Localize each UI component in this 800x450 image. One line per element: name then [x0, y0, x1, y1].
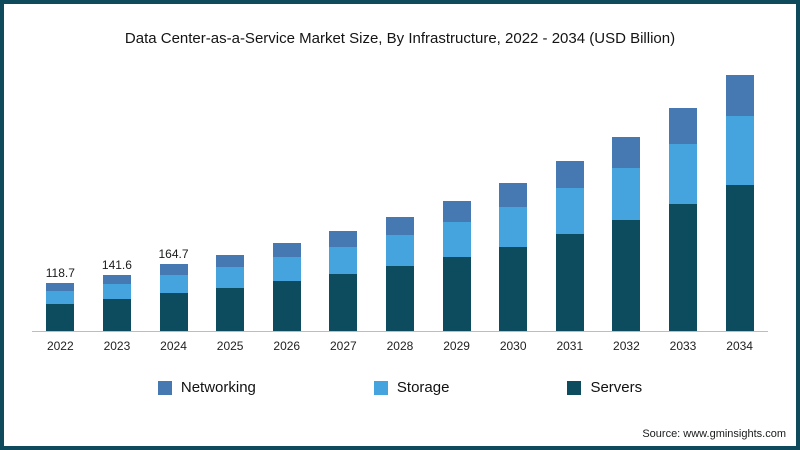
bar-segment-servers	[669, 204, 697, 331]
networking-swatch-icon	[157, 380, 172, 395]
bar-segment-storage	[669, 144, 697, 204]
stacked-bar	[385, 217, 414, 331]
bar-column: 164.7	[145, 69, 202, 331]
bar-segment-networking	[442, 201, 471, 222]
bar-segment-storage	[612, 168, 641, 220]
x-axis-tick-label: 2033	[669, 339, 697, 353]
bar-segment-servers	[329, 274, 358, 331]
bar-segment-networking	[669, 108, 697, 144]
bar-segment-storage	[102, 284, 131, 299]
bar-column: 141.6	[89, 69, 146, 331]
bar-column	[711, 69, 768, 331]
stacked-bar	[499, 183, 528, 331]
x-axis-tick-label: 2031	[556, 339, 584, 353]
stacked-bar	[46, 283, 75, 331]
bar-segment-networking	[216, 255, 245, 267]
legend-item-storage: Storage	[373, 379, 450, 396]
bar-segment-storage	[442, 222, 471, 257]
bar-segment-storage	[499, 207, 528, 247]
bar-segment-networking	[385, 217, 414, 235]
bar-segment-servers	[46, 304, 75, 331]
bar-column	[258, 69, 315, 331]
stacked-bar	[159, 264, 188, 331]
stacked-bar	[555, 161, 584, 331]
bar-column	[598, 69, 655, 331]
bar-segment-servers	[612, 220, 641, 331]
plot-area: 118.7 141.6 164.7	[32, 69, 768, 332]
bar-column	[202, 69, 259, 331]
storage-swatch-icon	[373, 380, 388, 395]
bar-column	[315, 69, 372, 331]
bar-segment-networking	[272, 243, 301, 257]
stacked-bar	[612, 137, 641, 331]
bar-value-label: 164.7	[158, 247, 189, 261]
bar-segment-networking	[612, 137, 641, 168]
bar-segment-storage	[555, 188, 584, 234]
bar-column	[541, 69, 598, 331]
bar-column	[372, 69, 429, 331]
bar-segment-servers	[272, 281, 301, 331]
servers-swatch-icon	[567, 380, 582, 395]
stacked-bar	[442, 201, 471, 331]
x-axis: 2022 2023 2024 2025 2026 2027 2028 2029 2030 2031…	[32, 332, 768, 353]
bar-segment-servers	[385, 266, 414, 331]
bar-segment-networking	[499, 183, 528, 207]
bar-segment-servers	[725, 185, 754, 331]
bar-value-label: 118.7	[45, 266, 75, 280]
x-axis-tick-label: 2034	[726, 339, 753, 353]
stacked-bar	[725, 75, 754, 331]
bar-column	[485, 69, 542, 331]
source-attribution: Source: www.gminsights.com	[642, 428, 786, 440]
x-axis-tick-label: 2022	[46, 339, 74, 353]
bar-segment-storage	[216, 267, 245, 288]
stacked-bar	[102, 275, 131, 331]
bar-segment-servers	[555, 234, 584, 331]
x-axis-tick-label: 2026	[273, 339, 301, 353]
bar-segment-networking	[102, 275, 131, 284]
bar-segment-servers	[159, 293, 188, 331]
x-axis-tick-label: 2028	[386, 339, 414, 353]
chart-title: Data Center-as-a-Service Market Size, By…	[124, 30, 676, 47]
legend-item-networking: Networking	[157, 379, 256, 396]
legend-label-servers: Servers	[590, 379, 643, 396]
stacked-bar	[329, 231, 358, 331]
x-axis-tick-label: 2030	[499, 339, 527, 353]
bar-segment-servers	[102, 299, 131, 331]
stacked-bar	[216, 255, 245, 331]
bar-value-label: 141.6	[101, 258, 132, 272]
bar-segment-storage	[46, 291, 75, 304]
bar-segment-storage	[159, 275, 188, 293]
stacked-bar	[669, 108, 697, 331]
bar-segment-storage	[329, 247, 358, 274]
bar-segment-networking	[555, 161, 584, 188]
x-axis-tick-label: 2029	[443, 339, 470, 353]
bar-segment-networking	[46, 283, 75, 291]
bar-segment-networking	[725, 75, 754, 116]
bar-segment-storage	[725, 116, 754, 185]
x-axis-tick-label: 2023	[103, 339, 131, 353]
legend-item-servers: Servers	[567, 379, 642, 396]
bar-segment-storage	[272, 257, 301, 281]
bar-column: 118.7	[32, 69, 89, 331]
legend-label-storage: Storage	[396, 379, 450, 396]
bar-column	[428, 69, 485, 331]
bar-segment-networking	[159, 264, 188, 275]
stacked-bar	[272, 243, 301, 331]
x-axis-tick-label: 2025	[216, 339, 244, 353]
bar-segment-servers	[442, 257, 471, 331]
bar-segment-storage	[385, 235, 414, 266]
bar-segment-servers	[499, 247, 528, 331]
bar-segment-servers	[216, 288, 245, 331]
legend-label-networking: Networking	[180, 379, 256, 396]
bar-segment-networking	[329, 231, 358, 247]
x-axis-tick-label: 2024	[160, 339, 187, 353]
bar-column	[655, 69, 712, 331]
legend: Networking Storage Servers	[4, 379, 796, 396]
x-axis-tick-label: 2032	[613, 339, 640, 353]
x-axis-tick-label: 2027	[330, 339, 357, 353]
